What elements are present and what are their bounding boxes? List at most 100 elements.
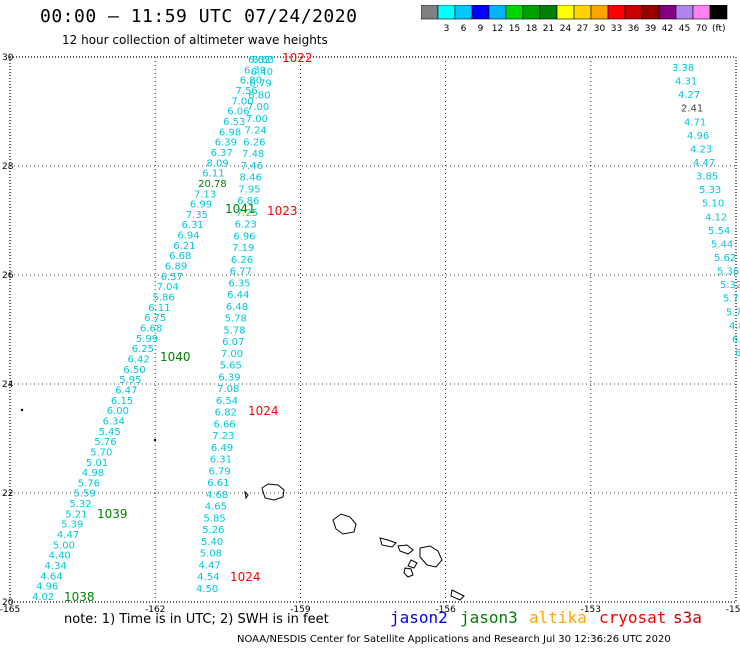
swh-value-right-track: 5.78: [223, 325, 245, 336]
swh-value-right-track: 7.46: [241, 161, 263, 172]
swh-value-left-track: 6.15: [111, 396, 133, 407]
swh-value-right-track: 6.44: [227, 290, 249, 301]
legend-tick-label: 9: [478, 24, 484, 34]
swh-value-right-track: 7.08: [217, 384, 239, 395]
map-subtitle: 12 hour collection of altimeter wave hei…: [62, 33, 328, 47]
pressure-label: 1040: [160, 350, 191, 364]
swh-value-left-track: 6.11: [202, 169, 224, 180]
swh-value-east-track: 5.62: [714, 253, 736, 264]
swh-value-left-track: 7.04: [157, 282, 179, 293]
legend-tick-label: 39: [645, 24, 657, 34]
pressure-label: 1023: [267, 204, 298, 218]
swh-value-right-track: 6.49: [211, 443, 233, 454]
legend-tick-label: 45: [679, 24, 690, 34]
swh-value-right-track: 6.48: [226, 302, 248, 313]
swh-value-left-track: 7.13: [194, 189, 216, 200]
legend-tick-label: 3: [444, 24, 450, 34]
legend-unit-label: (ft): [712, 24, 726, 34]
swh-value-left-track: 6.39: [244, 65, 266, 76]
swh-value-left-track: 6.94: [177, 231, 199, 242]
legend-tick-label: 6: [461, 24, 467, 34]
swh-value-left-track: 8.09: [206, 158, 228, 169]
island-outline: [403, 567, 414, 578]
legend-tick-label: 36: [628, 24, 640, 34]
swh-value-right-track: 5.78: [225, 314, 247, 325]
latitude-tick-label: 24: [2, 380, 14, 390]
swh-value-right-track: 6.31: [210, 455, 232, 466]
swh-value-left-track: 7.56: [236, 86, 258, 97]
longitude-tick-label: -153: [581, 605, 601, 615]
swh-value-east-track: 4.23: [690, 144, 712, 155]
swh-value-east-track: 6.2: [732, 334, 740, 345]
swh-value-left-track: 6.47: [115, 385, 137, 396]
swh-value-right-track: 6.23: [235, 220, 257, 231]
swh-value-left-track: 5.76: [94, 437, 116, 448]
map-point-marker: [20, 408, 24, 412]
swh-value-left-track: 6.11: [148, 303, 170, 314]
swh-value-left-track: 5.01: [86, 458, 108, 469]
swh-value-east-track: 4.12: [705, 212, 727, 223]
swh-value-east-track: 2.41: [681, 104, 703, 115]
swh-value-right-track: 6.39: [218, 372, 240, 383]
island-outline: [244, 490, 249, 500]
swh-value-right-track: 5.65: [220, 361, 242, 372]
island-outline: [450, 589, 465, 601]
longitude-tick-label: -150: [726, 605, 740, 615]
longitude-tick-label: -162: [145, 605, 165, 615]
swh-value-right-track: 6.82: [215, 408, 237, 419]
swh-value-right-track: 5.40: [201, 537, 223, 548]
island-outline: [407, 559, 418, 569]
swh-value-right-track: 6.26: [243, 137, 265, 148]
pressure-label: 1039: [97, 507, 128, 521]
swh-value-east-track: 4.96: [687, 131, 709, 142]
swh-value-right-track: 6.40: [251, 67, 273, 78]
swh-value-left-track: 5.39: [61, 520, 83, 531]
swh-value-right-track: 6.66: [213, 419, 235, 430]
swh-value-left-track: 20.78: [198, 179, 227, 190]
swh-value-right-track: 6.07: [222, 337, 244, 348]
swh-value-left-track: 4.34: [44, 561, 66, 572]
legend-tick-label: 18: [526, 24, 538, 34]
longitude-tick-label: -165: [0, 605, 20, 615]
swh-value-left-track: 5.00: [53, 540, 75, 551]
swh-value-right-track: 6.96: [233, 231, 255, 242]
swh-value-east-track: 5.44: [711, 239, 733, 250]
swh-value-right-track: 7.48: [242, 149, 264, 160]
swh-value-left-track: 7.00: [231, 96, 253, 107]
swh-value-right-track: 4.68: [206, 490, 228, 501]
swh-value-left-track: 4.64: [40, 571, 62, 582]
footer-note: note: 1) Time is in UTC; 2) SWH is in fe…: [64, 612, 329, 627]
swh-value-left-track: 6.00: [107, 406, 129, 417]
swh-value-left-track: 4.98: [82, 468, 104, 479]
satellite-altika: altika: [529, 608, 587, 627]
satellite-cryosat: cryosat: [599, 608, 667, 627]
swh-value-right-track: 6.61: [207, 478, 229, 489]
latitude-tick-label: 30: [2, 53, 14, 63]
swh-value-right-track: 7.25: [236, 208, 258, 219]
swh-value-left-track: 6.06: [227, 107, 249, 118]
swh-value-right-track: 6.63: [252, 55, 274, 66]
pressure-label: 1024: [248, 404, 279, 418]
swh-value-left-track: 6.39: [215, 138, 237, 149]
longitude-tick-label: -159: [290, 605, 311, 615]
swh-value-left-track: 6.50: [123, 365, 145, 376]
swh-value-east-track: 4.47: [693, 158, 715, 169]
pressure-label: 1041: [225, 202, 256, 216]
swh-value-right-track: 6.35: [228, 278, 250, 289]
swh-value-left-track: 4.96: [36, 582, 58, 593]
swh-value-left-track: 6.63: [248, 55, 270, 66]
swh-value-east-track: 6: [735, 348, 740, 359]
swh-value-east-track: 5.36: [717, 267, 739, 278]
footer-credit: NOAA/NESDIS Center for Satellite Applica…: [237, 634, 671, 645]
swh-value-left-track: 6.89: [165, 262, 187, 273]
island-outline: [397, 544, 414, 555]
swh-value-east-track: 5.7: [726, 307, 740, 318]
swh-value-left-track: 4.40: [49, 551, 71, 562]
map-point-marker: [153, 438, 157, 442]
longitude-tick-label: -156: [435, 605, 456, 615]
latitude-tick-label: 28: [2, 162, 14, 172]
pressure-label: 1022: [282, 51, 313, 65]
swh-value-right-track: 6.86: [237, 196, 259, 207]
swh-value-right-track: 7.00: [221, 349, 243, 360]
swh-value-right-track: 4.65: [205, 502, 227, 513]
